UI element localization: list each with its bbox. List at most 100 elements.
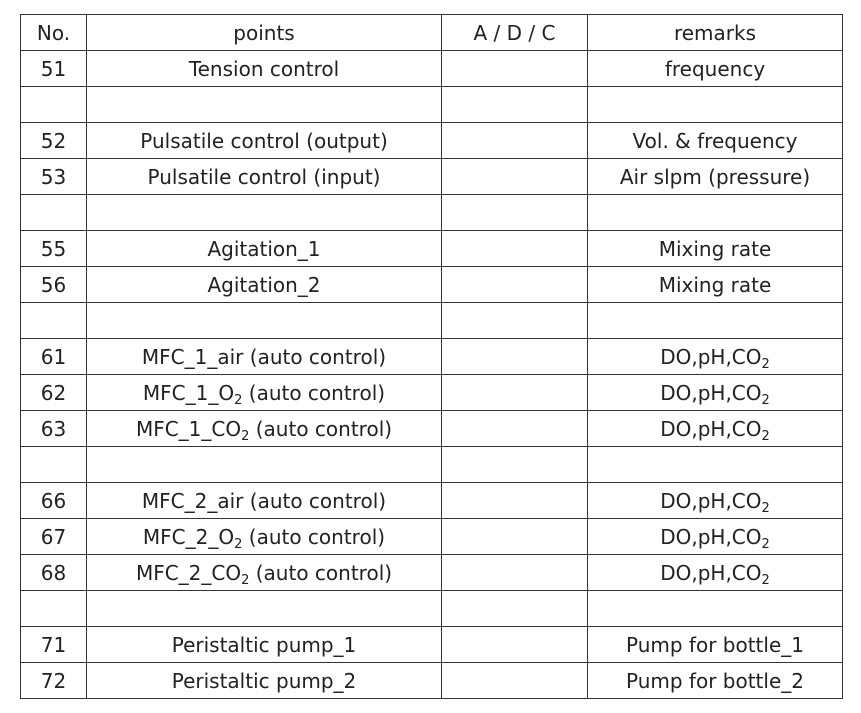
cell-text: Agitation_1 [207,236,321,261]
header-adc: A / D / C [441,14,588,51]
cell-text: MFC_1_O [142,380,235,405]
cell-text: (auto control) [249,416,393,441]
cell-points: MFC_1_CO2 (auto control) [86,410,442,447]
table-body: 51 Tension control frequency 52 Pulsatile co… [20,50,843,699]
cell-remarks: Vol. & frequency [587,122,843,159]
cell-points: Peristaltic pump_1 [86,626,442,663]
cell-remarks: DO,pH,CO2 [587,374,843,411]
table-row [20,446,843,483]
table-row: 62 MFC_1_O2 (auto control) DO,pH,CO2 [20,374,843,411]
cell-points [86,194,442,231]
cell-no: 66 [20,482,87,519]
cell-text: Peristaltic pump_2 [171,668,357,693]
cell-no: 51 [20,50,87,87]
cell-adc [441,50,588,87]
cell-remarks: DO,pH,CO2 [587,338,843,375]
subscript-text: 2 [241,428,250,444]
cell-text: DO,pH,CO [660,344,762,369]
cell-points [86,302,442,339]
cell-adc [441,302,588,339]
table-row: 68 MFC_2_CO2 (auto control) DO,pH,CO2 [20,554,843,591]
cell-points [86,86,442,123]
cell-remarks: frequency [587,50,843,87]
cell-text: MFC_1_air (auto control) [141,344,387,369]
table-row: 61 MFC_1_air (auto control) DO,pH,CO2 [20,338,843,375]
cell-remarks: Pump for bottle_1 [587,626,843,663]
cell-text: Pump for bottle_1 [626,632,804,657]
cell-no [20,194,87,231]
header-points: points [86,14,442,51]
table-row: 55 Agitation_1 Mixing rate [20,230,843,267]
cell-text: Air slpm (pressure) [619,164,811,189]
cell-text: Agitation_2 [207,272,321,297]
table-row [20,194,843,231]
table-row: 72 Peristaltic pump_2 Pump for bottle_2 [20,662,843,699]
subscript-text: 2 [761,356,770,372]
control-points-table: No. points A / D / C remarks 51 Tension c… [20,14,843,699]
cell-no [20,302,87,339]
cell-remarks [587,86,843,123]
cell-text: MFC_2_O [142,524,235,549]
cell-no [20,446,87,483]
header-remarks: remarks [587,14,843,51]
cell-text: Pulsatile control (output) [140,128,388,153]
cell-points [86,590,442,627]
cell-points: Agitation_1 [86,230,442,267]
cell-points: Pulsatile control (output) [86,122,442,159]
cell-no: 56 [20,266,87,303]
cell-text: (auto control) [242,380,386,405]
cell-points: MFC_1_O2 (auto control) [86,374,442,411]
table-row: 67 MFC_2_O2 (auto control) DO,pH,CO2 [20,518,843,555]
cell-text: (auto control) [249,560,393,585]
cell-adc [441,662,588,699]
cell-text: Mixing rate [658,272,772,297]
cell-text: Peristaltic pump_1 [171,632,357,657]
cell-text: DO,pH,CO [660,416,762,441]
cell-adc [441,338,588,375]
cell-remarks: DO,pH,CO2 [587,410,843,447]
cell-text: frequency [664,56,766,81]
cell-text: Mixing rate [658,236,772,261]
table-row: 71 Peristaltic pump_1 Pump for bottle_1 [20,626,843,663]
cell-adc [441,446,588,483]
cell-remarks: Mixing rate [587,230,843,267]
cell-remarks: DO,pH,CO2 [587,554,843,591]
cell-text: Tension control [188,56,340,81]
header-no: No. [20,14,87,51]
subscript-text: 2 [761,572,770,588]
cell-text: (auto control) [242,524,386,549]
table-row: 66 MFC_2_air (auto control) DO,pH,CO2 [20,482,843,519]
table-row: 53 Pulsatile control (input) Air slpm (pre… [20,158,843,195]
cell-no: 71 [20,626,87,663]
cell-adc [441,590,588,627]
cell-points: MFC_2_air (auto control) [86,482,442,519]
cell-text: DO,pH,CO [660,560,762,585]
cell-adc [441,86,588,123]
subscript-text: 2 [761,500,770,516]
cell-text: Pump for bottle_2 [626,668,804,693]
cell-no: 63 [20,410,87,447]
cell-remarks: DO,pH,CO2 [587,482,843,519]
cell-points [86,446,442,483]
cell-points: Peristaltic pump_2 [86,662,442,699]
cell-adc [441,482,588,519]
cell-adc [441,158,588,195]
cell-no: 62 [20,374,87,411]
cell-adc [441,266,588,303]
cell-text: DO,pH,CO [660,524,762,549]
cell-text: Pulsatile control (input) [147,164,381,189]
table-row: 63 MFC_1_CO2 (auto control) DO,pH,CO2 [20,410,843,447]
cell-text: Vol. & frequency [632,128,798,153]
cell-remarks: Mixing rate [587,266,843,303]
cell-text: DO,pH,CO [660,380,762,405]
cell-no: 67 [20,518,87,555]
table-row: 56 Agitation_2 Mixing rate [20,266,843,303]
table-row [20,86,843,123]
cell-adc [441,230,588,267]
subscript-text: 2 [234,392,243,408]
cell-remarks [587,194,843,231]
cell-adc [441,122,588,159]
cell-no: 53 [20,158,87,195]
cell-remarks: Pump for bottle_2 [587,662,843,699]
cell-remarks: Air slpm (pressure) [587,158,843,195]
